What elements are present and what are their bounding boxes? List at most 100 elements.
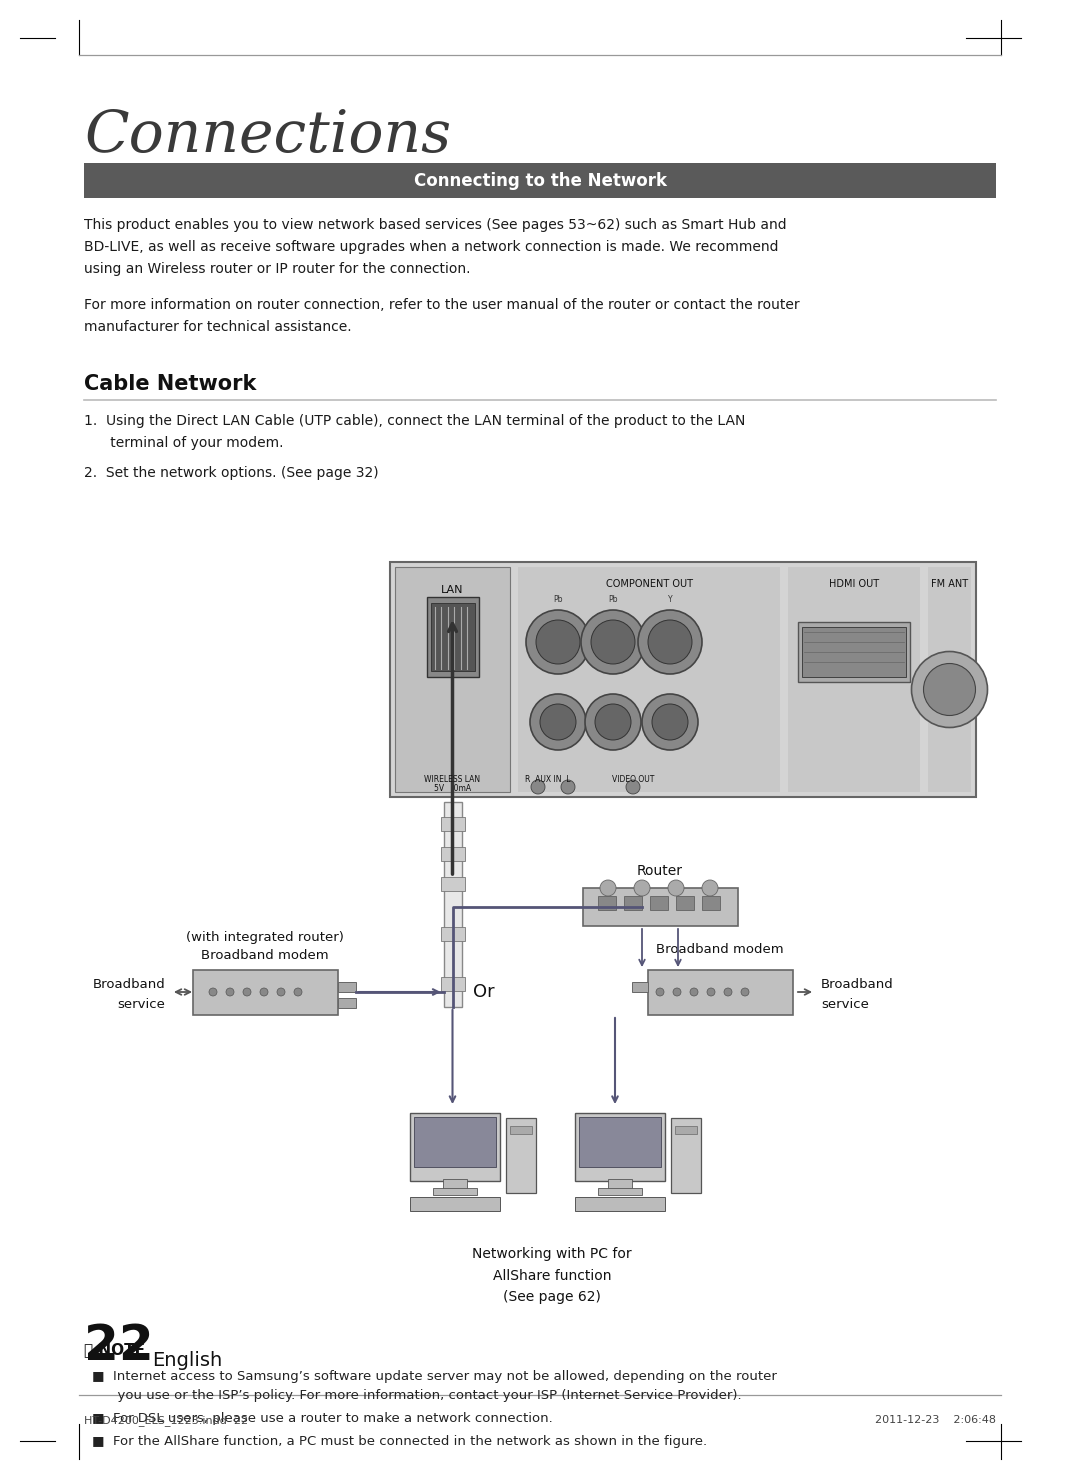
Bar <box>441 847 464 861</box>
Bar <box>441 978 464 991</box>
Text: FM ANT: FM ANT <box>931 578 968 589</box>
Bar <box>507 1118 536 1194</box>
Text: English: English <box>152 1350 222 1370</box>
Text: Connections: Connections <box>84 108 451 164</box>
Text: Networking with PC for
AllShare function
(See page 62): Networking with PC for AllShare function… <box>472 1247 632 1304</box>
Text: Broadband: Broadband <box>92 978 165 991</box>
Circle shape <box>531 779 545 794</box>
Text: manufacturer for technical assistance.: manufacturer for technical assistance. <box>84 319 352 334</box>
Circle shape <box>638 609 702 674</box>
Circle shape <box>540 704 576 740</box>
Bar <box>624 896 642 910</box>
Bar <box>414 1117 496 1167</box>
Circle shape <box>581 609 645 674</box>
Bar <box>798 623 910 682</box>
Bar <box>443 1179 467 1189</box>
Bar <box>338 982 356 992</box>
Bar <box>650 896 669 910</box>
Text: LAN: LAN <box>442 586 463 595</box>
Circle shape <box>585 694 642 750</box>
Text: HDMI OUT: HDMI OUT <box>829 578 879 589</box>
Bar <box>598 896 616 910</box>
Bar <box>441 816 464 831</box>
Text: 5V    0mA: 5V 0mA <box>434 784 471 793</box>
Text: VIDEO OUT: VIDEO OUT <box>611 775 654 784</box>
Bar <box>410 1197 500 1211</box>
Bar <box>802 627 906 677</box>
Text: HT-D4200_ELS_1223.indd  22: HT-D4200_ELS_1223.indd 22 <box>84 1415 248 1426</box>
Bar <box>702 896 720 910</box>
Text: For more information on router connection, refer to the user manual of the route: For more information on router connectio… <box>84 297 800 312</box>
Text: Cable Network: Cable Network <box>84 374 257 393</box>
Text: WIRELESS LAN: WIRELESS LAN <box>424 775 481 784</box>
Circle shape <box>669 880 684 896</box>
Bar <box>444 802 461 1007</box>
Circle shape <box>690 988 698 995</box>
Bar <box>410 1114 500 1182</box>
Circle shape <box>707 988 715 995</box>
Text: Or: Or <box>473 984 495 1001</box>
Text: This product enables you to view network based services (See pages 53~62) such a: This product enables you to view network… <box>84 217 787 232</box>
Text: R  AUX IN  L: R AUX IN L <box>525 775 570 784</box>
Bar <box>427 598 478 677</box>
Circle shape <box>648 620 692 664</box>
Circle shape <box>741 988 750 995</box>
Circle shape <box>656 988 664 995</box>
Text: COMPONENT OUT: COMPONENT OUT <box>606 578 692 589</box>
Bar <box>788 566 920 791</box>
Bar <box>675 1126 697 1134</box>
Circle shape <box>243 988 251 995</box>
Bar <box>608 1179 632 1189</box>
Bar <box>676 896 694 910</box>
Circle shape <box>600 880 616 896</box>
Text: you use or the ISP’s policy. For more information, contact your ISP (Internet Se: you use or the ISP’s policy. For more in… <box>92 1389 742 1402</box>
Text: (with integrated router): (with integrated router) <box>186 930 343 944</box>
Circle shape <box>923 664 975 716</box>
Bar <box>598 1188 642 1195</box>
Circle shape <box>260 988 268 995</box>
Text: 22: 22 <box>84 1322 154 1370</box>
Text: BD-LIVE, as well as receive software upgrades when a network connection is made.: BD-LIVE, as well as receive software upg… <box>84 240 779 254</box>
Bar <box>928 566 971 791</box>
Circle shape <box>210 988 217 995</box>
Circle shape <box>724 988 732 995</box>
Circle shape <box>642 694 698 750</box>
Circle shape <box>634 880 650 896</box>
Text: Connecting to the Network: Connecting to the Network <box>414 172 666 189</box>
Bar <box>579 1117 661 1167</box>
Bar <box>632 982 648 992</box>
Text: Router: Router <box>637 864 683 879</box>
Bar <box>433 1188 477 1195</box>
Bar <box>575 1197 665 1211</box>
Text: Broadband modem: Broadband modem <box>201 950 328 961</box>
Text: using an Wireless router or IP router for the connection.: using an Wireless router or IP router fo… <box>84 262 471 277</box>
Circle shape <box>626 779 640 794</box>
Circle shape <box>561 779 575 794</box>
Circle shape <box>294 988 302 995</box>
Text: ■  For the AllShare function, a PC must be connected in the network as shown in : ■ For the AllShare function, a PC must b… <box>92 1435 707 1448</box>
Bar <box>84 163 996 198</box>
Text: Pb: Pb <box>553 595 563 603</box>
Text: ■  For DSL users, please use a router to make a network connection.: ■ For DSL users, please use a router to … <box>92 1412 553 1424</box>
Bar <box>648 970 793 1015</box>
Bar <box>441 877 464 890</box>
Text: terminal of your modem.: terminal of your modem. <box>84 436 284 450</box>
Circle shape <box>702 880 718 896</box>
Text: 2.  Set the network options. (See page 32): 2. Set the network options. (See page 32… <box>84 466 379 481</box>
Circle shape <box>526 609 590 674</box>
Text: 1.  Using the Direct LAN Cable (UTP cable), connect the LAN terminal of the prod: 1. Using the Direct LAN Cable (UTP cable… <box>84 414 745 427</box>
Bar <box>338 998 356 1009</box>
Bar <box>431 603 474 671</box>
Bar <box>193 970 338 1015</box>
Text: service: service <box>117 997 165 1010</box>
Bar <box>390 562 976 797</box>
Circle shape <box>595 704 631 740</box>
Text: ■  Internet access to Samsung’s software update server may not be allowed, depen: ■ Internet access to Samsung’s software … <box>92 1370 778 1383</box>
Bar <box>518 566 780 791</box>
Text: service: service <box>821 997 869 1010</box>
Circle shape <box>276 988 285 995</box>
Circle shape <box>912 652 987 728</box>
Text: Y: Y <box>667 595 673 603</box>
Circle shape <box>673 988 681 995</box>
Text: Broadband: Broadband <box>821 978 894 991</box>
